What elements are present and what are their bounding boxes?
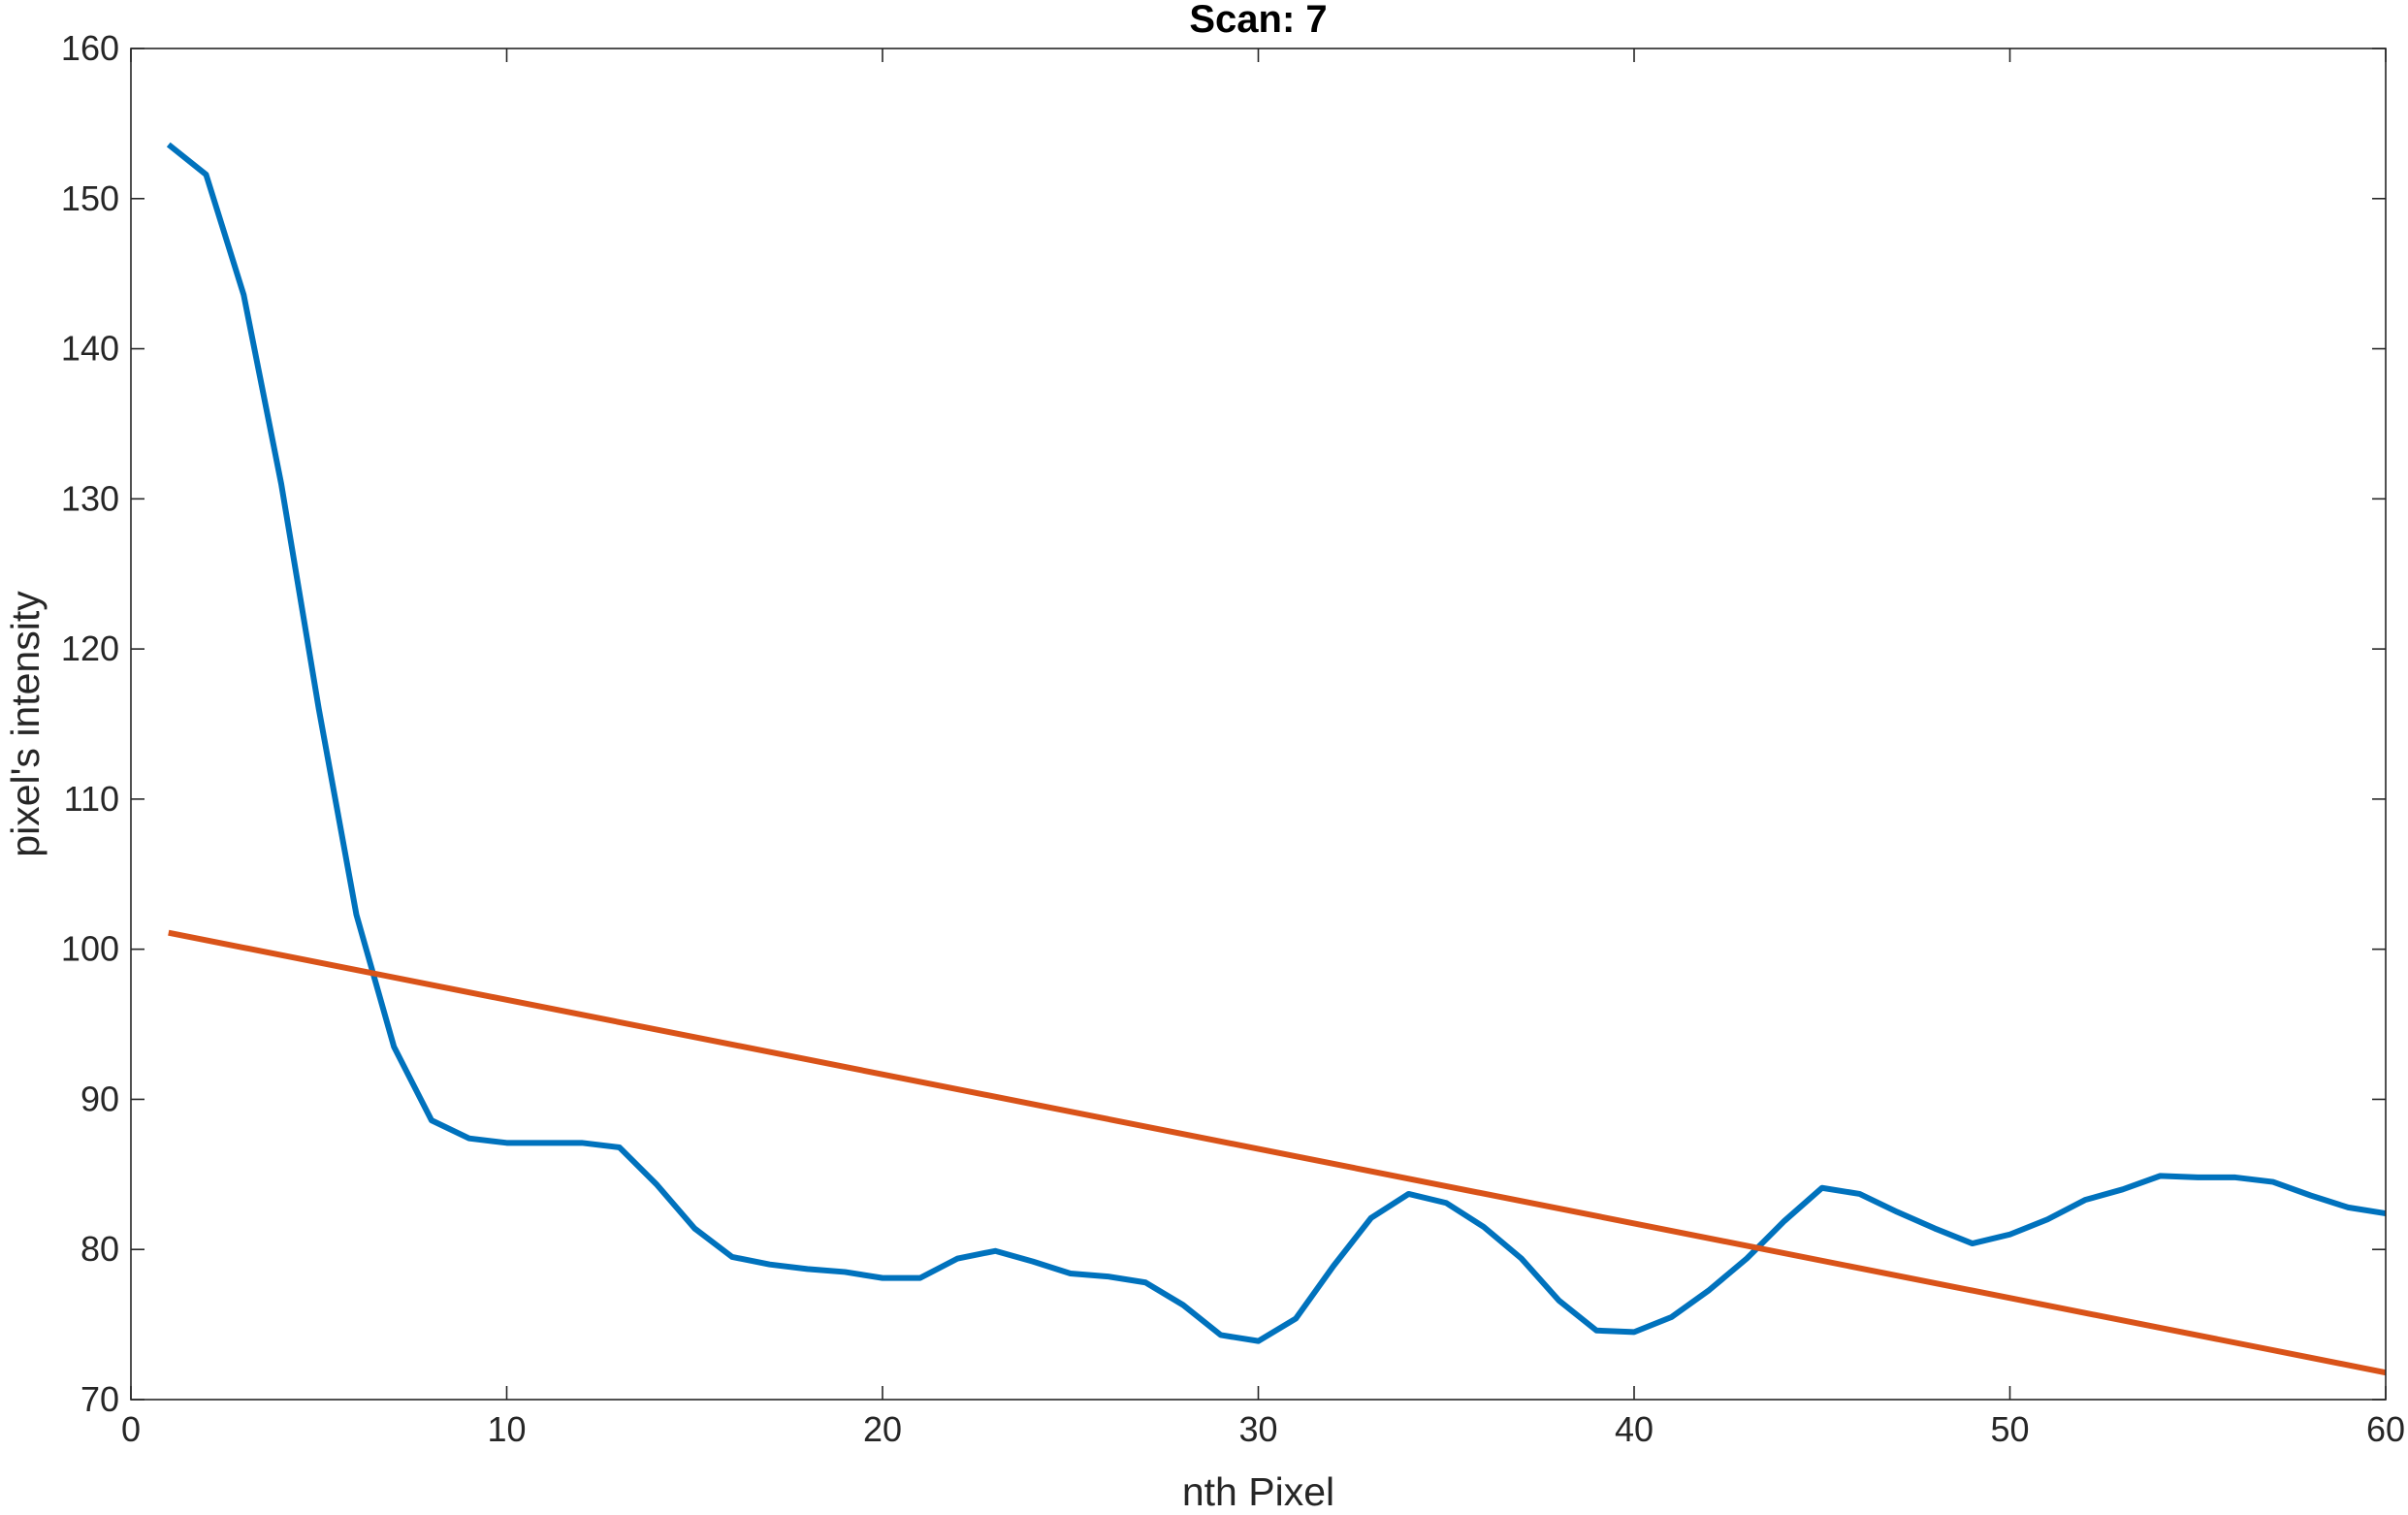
y-tick-label: 160: [61, 28, 119, 68]
x-tick-label: 60: [2366, 1409, 2405, 1449]
x-tick-label: 30: [1238, 1409, 1277, 1449]
x-tick-label: 40: [1615, 1409, 1653, 1449]
chart-title: Scan: 7: [1189, 0, 1327, 41]
y-tick-label: 80: [80, 1229, 119, 1269]
y-tick-label: 120: [61, 629, 119, 668]
y-tick-label: 100: [61, 929, 119, 969]
y-tick-label: 70: [80, 1379, 119, 1419]
x-tick-label: 50: [1990, 1409, 2029, 1449]
y-tick-label: 90: [80, 1079, 119, 1118]
y-tick-label: 130: [61, 478, 119, 518]
x-tick-label: 20: [863, 1409, 902, 1449]
y-tick-label: 110: [64, 779, 119, 819]
x-axis-label: nth Pixel: [1182, 1469, 1334, 1510]
y-axis-label: pixel's intensity: [3, 591, 48, 857]
x-tick-label: 10: [487, 1409, 526, 1449]
y-tick-label: 150: [61, 178, 119, 218]
y-tick-label: 140: [61, 329, 119, 369]
x-tick-label: 0: [121, 1409, 141, 1449]
plot-area: [131, 48, 2386, 1400]
